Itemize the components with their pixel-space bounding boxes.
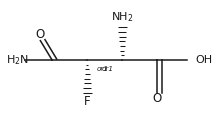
Text: NH$_2$: NH$_2$ [111, 10, 134, 24]
Text: or1: or1 [101, 66, 113, 72]
Text: F: F [84, 95, 91, 108]
Text: OH: OH [195, 55, 213, 65]
Text: O: O [36, 28, 45, 41]
Text: or1: or1 [97, 66, 109, 72]
Text: O: O [153, 92, 162, 105]
Text: H$_2$N: H$_2$N [6, 53, 30, 67]
